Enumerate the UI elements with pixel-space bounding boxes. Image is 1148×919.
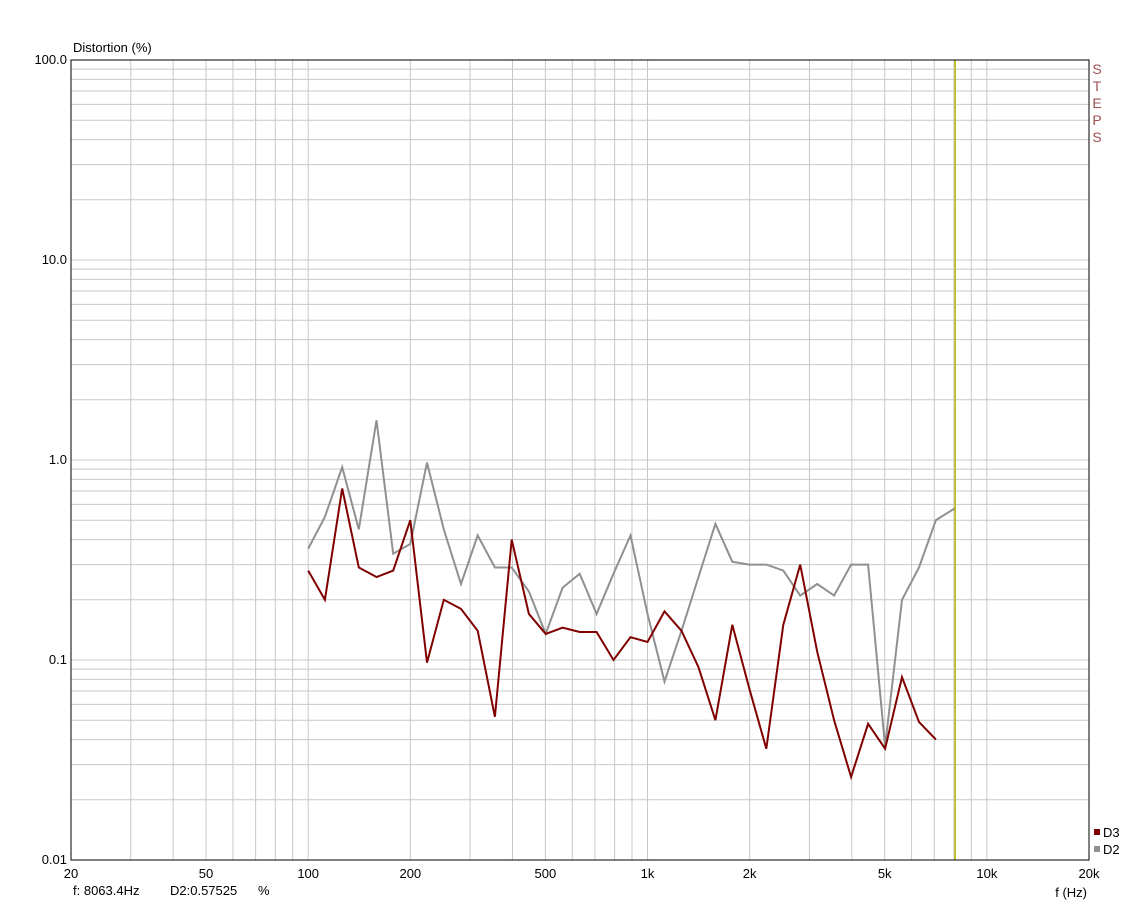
x-tick-label: 200 [399, 866, 421, 881]
x-tick-label: 10k [976, 866, 997, 881]
steps-letter: P [1092, 112, 1101, 128]
cursor-value-readout: D2:0.57525 [170, 883, 238, 898]
legend-label-d2: D2 [1103, 842, 1120, 857]
plot-frame [70, 59, 1090, 861]
y-tick-label: 100.0 [34, 52, 67, 67]
x-tick-label: 100 [297, 866, 319, 881]
y-tick-label: 1.0 [49, 452, 67, 467]
steps-letter: S [1092, 61, 1101, 77]
x-tick-label: 2k [743, 866, 757, 881]
series-line-d2 [307, 420, 956, 747]
grid-lines [71, 60, 1089, 860]
steps-letter: T [1093, 78, 1102, 94]
x-tick-label: 500 [535, 866, 557, 881]
x-tick-label: 1k [641, 866, 655, 881]
x-axis-label: f (Hz) [1055, 885, 1087, 900]
y-tick-label: 10.0 [42, 252, 67, 267]
steps-letter: S [1092, 129, 1101, 145]
legend-swatch-d2 [1094, 846, 1100, 852]
x-tick-label: 20 [64, 866, 78, 881]
y-tick-label: 0.1 [49, 652, 67, 667]
cursor-unit-readout: % [258, 883, 270, 898]
cursor-frequency-readout: f: 8063.4Hz [73, 883, 140, 898]
series-lines [307, 420, 956, 781]
x-tick-label: 5k [878, 866, 892, 881]
x-axis-ticks: 20 50 100 200 500 1k 2k 5k 10k 20k [64, 866, 1100, 881]
x-tick-label: 50 [199, 866, 213, 881]
legend-swatch-d3 [1094, 829, 1100, 835]
y-axis-label: Distortion (%) [73, 40, 152, 55]
x-tick-label: 20k [1079, 866, 1100, 881]
y-axis-ticks: 100.0 10.0 1.0 0.1 0.01 [34, 52, 67, 867]
y-tick-label: 0.01 [42, 852, 67, 867]
legend-label-d3: D3 [1103, 825, 1120, 840]
steps-letter: E [1092, 95, 1101, 111]
series-line-d3 [307, 488, 937, 781]
